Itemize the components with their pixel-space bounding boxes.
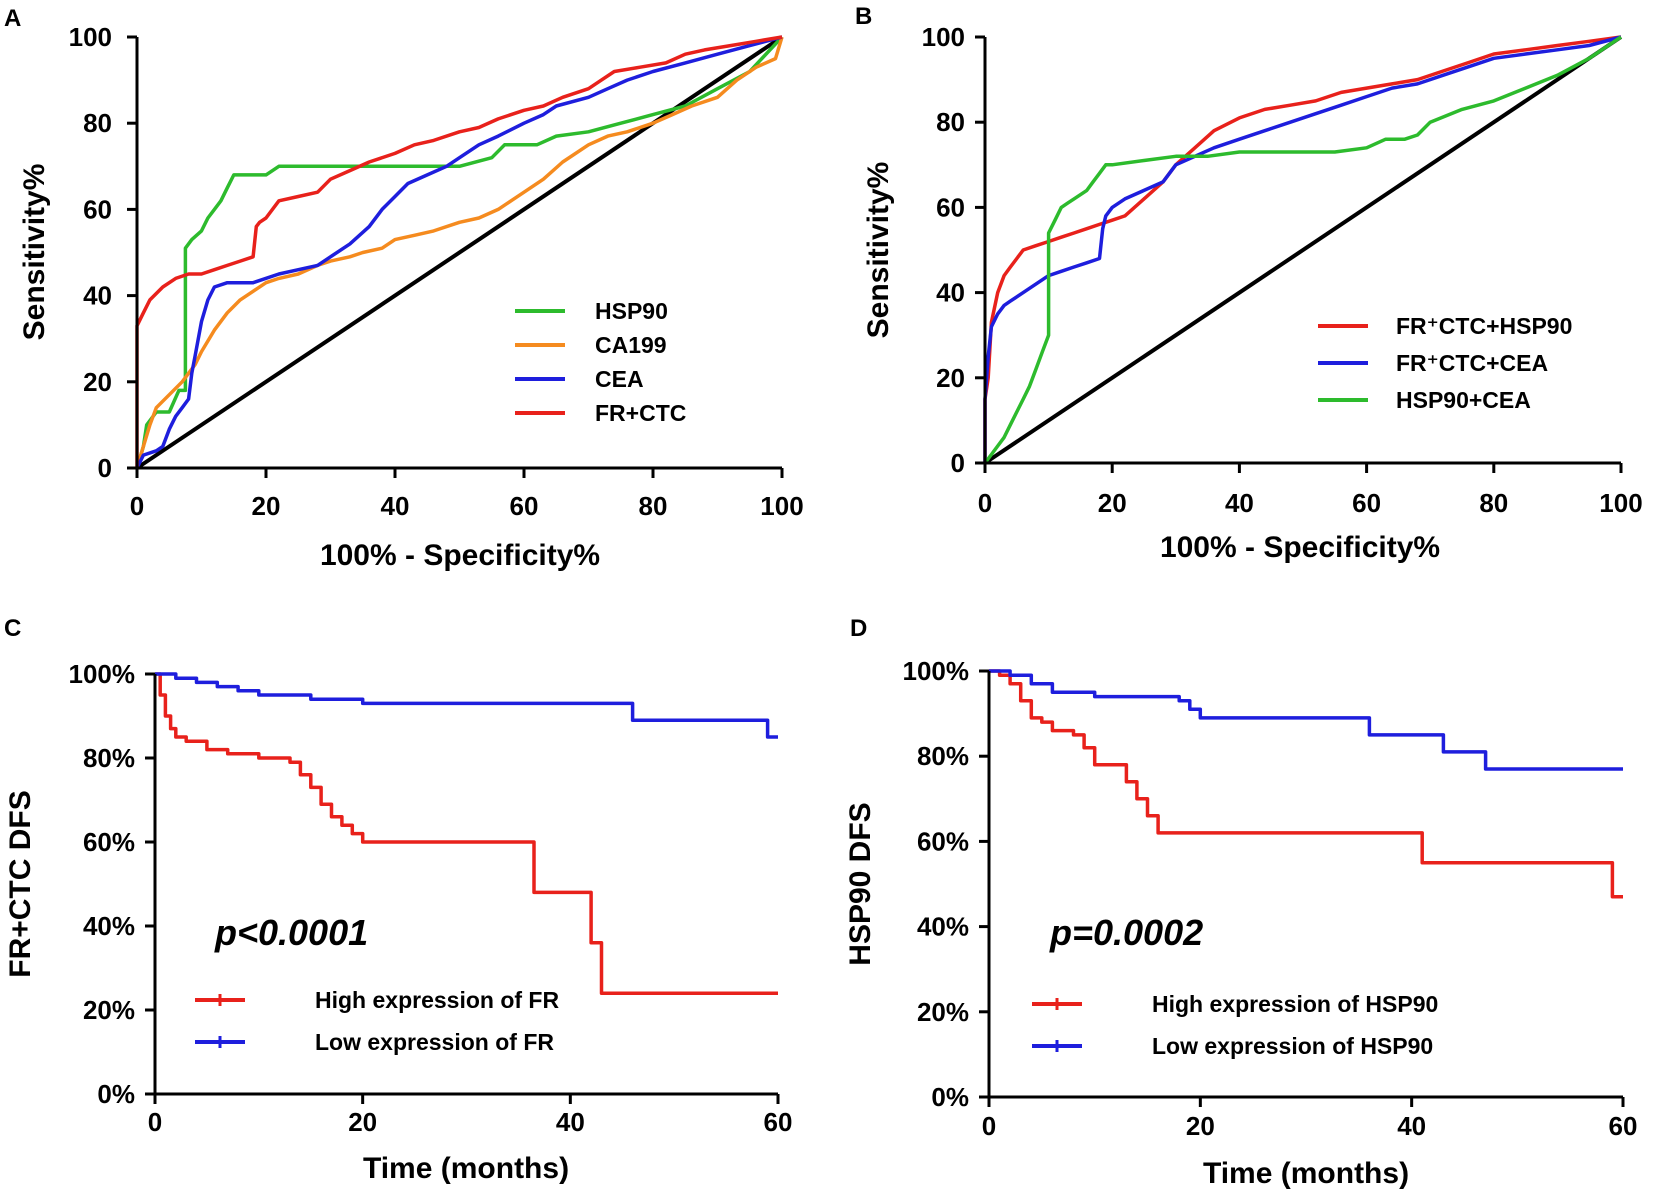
- y-axis-title: Sensitivity%: [862, 162, 895, 339]
- panel-letter: B: [855, 3, 872, 30]
- y-tick-label: 0%: [97, 1079, 135, 1109]
- legend-label: HSP90+CEA: [1396, 387, 1531, 413]
- legend-label: High expression of FR: [315, 987, 559, 1013]
- y-tick-label: 40%: [917, 912, 969, 942]
- x-tick-label: 80: [639, 491, 668, 521]
- y-tick-label: 20%: [83, 995, 135, 1025]
- y-tick-label: 80: [83, 108, 112, 138]
- series-line-low-expression-of-hsp90: [989, 669, 1623, 771]
- x-tick-label: 20: [348, 1107, 377, 1137]
- legend-label: High expression of HSP90: [1152, 991, 1438, 1017]
- panel-b: B 0 20 40 60 80 100 0 20 40 60 80 100 100% - Specific…: [855, 3, 1643, 564]
- series-line-fr-ctc: [135, 35, 783, 468]
- x-tick-label: 80: [1479, 488, 1508, 518]
- y-tick-label: 60%: [917, 826, 969, 856]
- series-line-fr-ctc-cea: [983, 35, 1622, 463]
- y-tick-label: 100: [922, 22, 965, 52]
- x-tick-label: 100: [760, 491, 803, 521]
- y-tick-label: 60: [936, 192, 965, 222]
- y-tick-label: 60%: [83, 827, 135, 857]
- legend: High expression of FR Low expression of F…: [195, 987, 559, 1055]
- legend: FR⁺CTC+HSP90 FR⁺CTC+CEA HSP90+CEA: [1318, 313, 1572, 413]
- series-line-ca199: [135, 36, 784, 469]
- series-line-cea: [135, 35, 783, 469]
- x-tick-label: 20: [1098, 488, 1127, 518]
- panel-d: D 0 20 40 60 0% 20% 40% 60% 80% 100% Time (months) H…: [844, 615, 1637, 1190]
- p-value-annotation: p=0.0002: [1049, 912, 1203, 953]
- y-tick-label: 20: [936, 363, 965, 393]
- legend: High expression of HSP90 Low expression o…: [1032, 991, 1438, 1059]
- panel-letter: A: [4, 5, 21, 32]
- x-tick-label: 40: [381, 491, 410, 521]
- x-tick-label: 0: [982, 1111, 996, 1141]
- y-tick-label: 40: [83, 281, 112, 311]
- x-axis-title: Time (months): [363, 1152, 569, 1185]
- y-axis-title: HSP90 DFS: [844, 802, 877, 965]
- legend-label: CEA: [595, 366, 644, 392]
- panel-a: A 0 20 40 60 80 100 0 20 40 60 80 100 100% - Specific…: [4, 5, 804, 572]
- y-tick-label: 0: [98, 453, 112, 483]
- x-axis-title: 100% - Specificity%: [320, 539, 600, 572]
- panel-c: C 0 20 40 60 0% 20% 40% 60% 80% 100% Time (months) F…: [4, 615, 792, 1185]
- legend-label: FR⁺CTC+CEA: [1396, 350, 1548, 376]
- x-tick-label: 60: [764, 1107, 793, 1137]
- legend: HSP90 CA199 CEA FR+CTC: [515, 298, 686, 426]
- legend-label: HSP90: [595, 298, 668, 324]
- y-tick-label: 0: [951, 448, 965, 478]
- x-tick-label: 40: [556, 1107, 585, 1137]
- x-tick-label: 0: [978, 488, 992, 518]
- x-tick-label: 40: [1397, 1111, 1426, 1141]
- y-tick-label: 60: [83, 194, 112, 224]
- y-tick-label: 100: [69, 22, 112, 52]
- x-tick-label: 60: [1352, 488, 1381, 518]
- panel-letter: D: [850, 615, 867, 642]
- y-tick-label: 80%: [917, 741, 969, 771]
- series-line-high-expression-of-hsp90: [989, 669, 1623, 899]
- legend-label: Low expression of FR: [315, 1029, 554, 1055]
- series-line-high-expression-of-fr: [155, 672, 778, 995]
- legend-label: FR⁺CTC+HSP90: [1396, 313, 1572, 339]
- x-tick-label: 20: [252, 491, 281, 521]
- x-tick-label: 100: [1599, 488, 1642, 518]
- y-tick-label: 40: [936, 278, 965, 308]
- y-tick-label: 100%: [69, 659, 136, 689]
- y-axis-title: FR+CTC DFS: [4, 790, 37, 978]
- y-tick-label: 80: [936, 107, 965, 137]
- x-tick-label: 40: [1225, 488, 1254, 518]
- p-value-annotation: p<0.0001: [214, 912, 368, 953]
- series-line-hsp90: [135, 35, 784, 469]
- legend-label: Low expression of HSP90: [1152, 1033, 1433, 1059]
- x-axis-title: Time (months): [1203, 1157, 1409, 1190]
- reference-diagonal-line: [983, 35, 1623, 465]
- y-tick-label: 80%: [83, 743, 135, 773]
- series-line-low-expression-of-fr: [155, 672, 778, 739]
- x-tick-label: 60: [510, 491, 539, 521]
- y-tick-label: 20%: [917, 997, 969, 1027]
- y-tick-label: 40%: [83, 911, 135, 941]
- x-tick-label: 60: [1609, 1111, 1638, 1141]
- legend-label: FR+CTC: [595, 400, 686, 426]
- y-tick-label: 20: [83, 367, 112, 397]
- x-axis-title: 100% - Specificity%: [1160, 531, 1440, 564]
- x-tick-label: 0: [130, 491, 144, 521]
- y-tick-label: 100%: [903, 656, 970, 686]
- series-line-hsp90-cea: [983, 35, 1622, 465]
- panel-letter: C: [4, 615, 21, 642]
- legend-label: CA199: [595, 332, 667, 358]
- y-axis-title: Sensitivity%: [18, 164, 51, 341]
- y-tick-label: 0%: [931, 1082, 969, 1112]
- x-tick-label: 20: [1186, 1111, 1215, 1141]
- x-tick-label: 0: [148, 1107, 162, 1137]
